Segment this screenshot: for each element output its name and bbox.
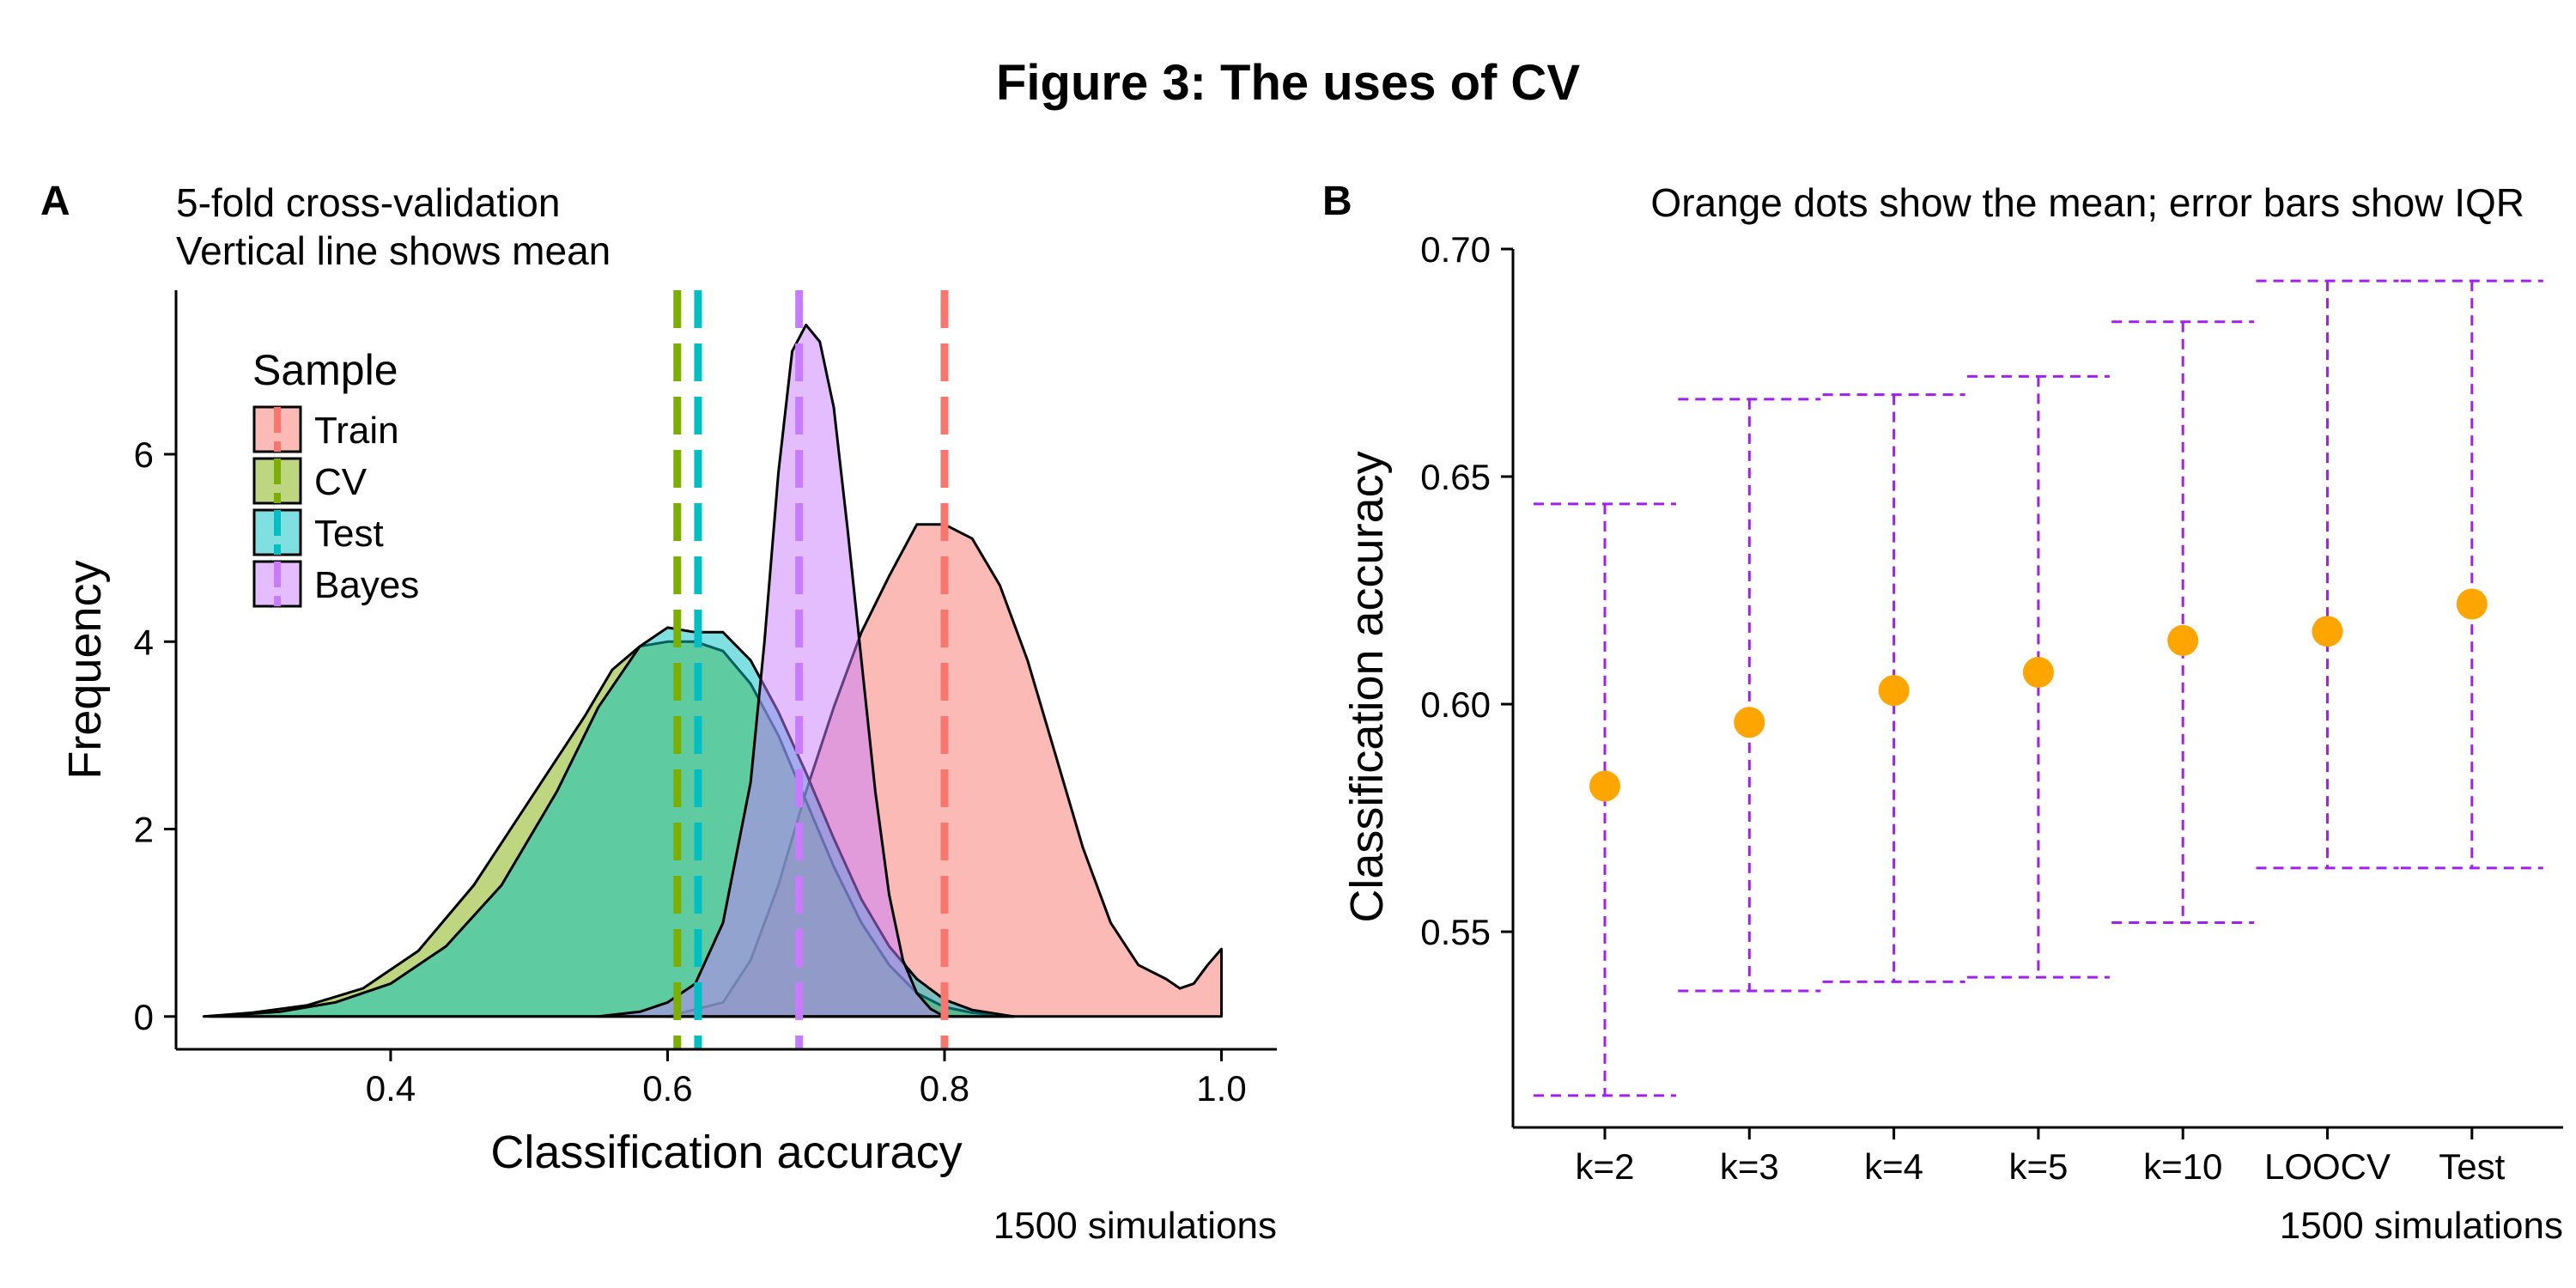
x-axis-title: Classification accuracy [490,1127,962,1178]
legend-label-train: Train [314,410,399,452]
panel-b-subtitle: Orange dots show the mean; error bars sh… [1650,180,2524,225]
panel-a-letter: A [40,179,70,224]
x-tick-label: 0.6 [642,1068,692,1109]
errorbar-k-3 [1678,398,1821,993]
legend-item-test: Test [252,508,384,556]
x-tick-label: 0.4 [366,1068,416,1109]
x-tick-label-k-3: k=3 [1720,1146,1779,1187]
y-tick-label: 6 [134,434,154,475]
legend-item-train: Train [252,405,399,453]
y-axis-title: Frequency [59,560,111,779]
x-ticks: k=2 k=3 k=4 k=5 k=10 LOOCV Test [1576,1127,2506,1187]
panel-b-caption: 1500 simulations [2280,1205,2563,1247]
y-tick-label: 4 [134,622,154,662]
x-tick-label-k-5: k=5 [2008,1146,2068,1187]
legend-label-bayes: Bayes [314,564,419,606]
y-tick-label: 0.55 [1420,912,1491,952]
x-ticks: 0.4 0.6 0.8 1.0 [366,1049,1247,1109]
x-tick-label-k-4: k=4 [1864,1146,1923,1187]
mean-point-k-2 [1589,770,1620,802]
panel-a-subtitle-line2: Vertical line shows mean [176,228,611,273]
mean-point-k-4 [1878,675,1910,707]
errorbar-k-10 [2111,320,2255,924]
y-tick-label: 2 [134,810,154,850]
mean-lines [673,290,949,1049]
density-areas [202,323,1223,1018]
legend-item-bayes: Bayes [252,560,419,608]
mean-point-k-3 [1734,707,1765,738]
x-tick-label: 1.0 [1196,1068,1246,1109]
mean-point-k-5 [2022,656,2054,688]
legend: Sample Train CV Test Bayes [252,346,419,608]
y-ticks: 0 2 4 6 [134,434,176,1037]
density-bayes [597,323,946,1018]
panel-a-subtitle-line1: 5-fold cross-validation [176,180,560,225]
x-tick-label-loocv: LOOCV [2264,1146,2391,1187]
x-tick-label-k-10: k=10 [2143,1146,2222,1187]
figure-title: Figure 3: The uses of CV [996,55,1580,111]
y-axis-title: Classification accuracy [1341,451,1393,922]
x-tick-label-k-2: k=2 [1576,1146,1635,1187]
panel-a-density-chart: A 5-fold cross-validation Vertical line … [40,179,1277,1247]
legend-label-test: Test [314,513,384,555]
legend-label-cv: CV [314,461,368,503]
panel-b-letter: B [1322,179,1352,224]
mean-point-k-10 [2167,624,2199,656]
y-tick-label: 0.70 [1420,229,1491,270]
errorbar-test [2400,279,2543,870]
panel-b-dot-chart: B Orange dots show the mean; error bars … [1322,179,2563,1247]
legend-item-cv: CV [252,457,368,505]
mean-point-loocv [2312,616,2343,647]
x-tick-label-test: Test [2439,1146,2505,1187]
y-ticks: 0.55 0.60 0.65 0.70 [1420,229,1513,952]
y-tick-label: 0 [134,997,154,1037]
mean-point-test [2456,588,2488,620]
y-tick-label: 0.65 [1420,457,1491,497]
legend-title: Sample [252,346,398,394]
x-tick-label: 0.8 [920,1068,969,1109]
iqr-error-bars [1534,279,2543,1097]
mean-points [1589,588,2488,802]
panel-a-caption: 1500 simulations [993,1205,1277,1247]
y-tick-label: 0.60 [1420,684,1491,725]
errorbar-loocv [2256,279,2399,870]
